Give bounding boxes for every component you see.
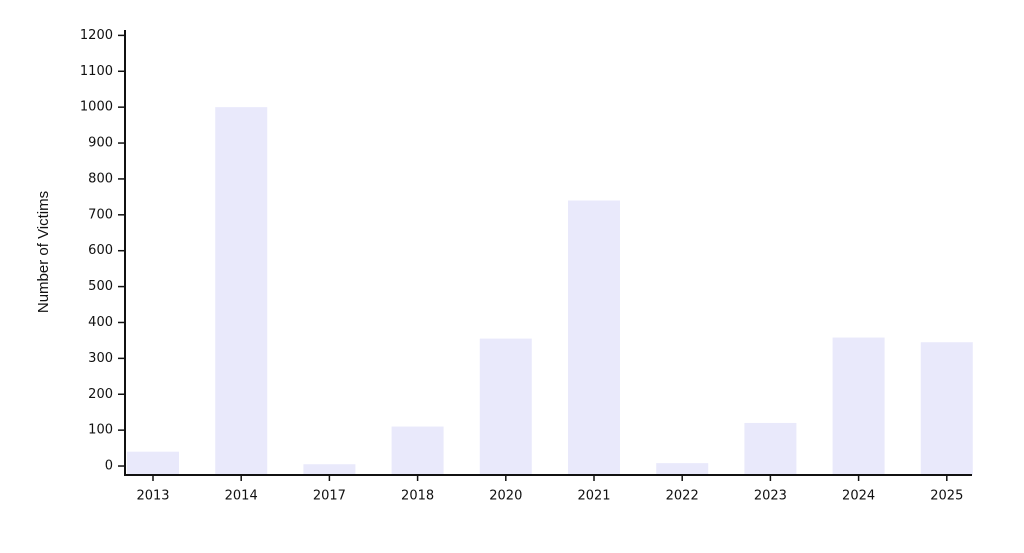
- bar: [303, 464, 356, 475]
- x-tick-label: 2025: [930, 489, 963, 504]
- x-tick-label: 2017: [313, 489, 346, 504]
- bar: [656, 463, 709, 475]
- x-tick-label: 2023: [754, 489, 787, 504]
- y-tick-label: 1000: [80, 100, 113, 115]
- x-tick-label: 2020: [489, 489, 522, 504]
- x-tick-label: 2018: [401, 489, 434, 504]
- y-tick-label: 800: [88, 171, 113, 186]
- y-tick-label: 400: [88, 315, 113, 330]
- x-tick-label: 2013: [136, 489, 169, 504]
- x-tick-label: 2022: [666, 489, 699, 504]
- y-tick-label: 100: [88, 423, 113, 438]
- x-tick-label: 2024: [842, 489, 875, 504]
- bar: [568, 200, 620, 475]
- y-tick-label: 0: [105, 459, 113, 474]
- bar: [391, 426, 444, 475]
- y-axis-label: Number of Victims: [35, 191, 52, 313]
- y-tick-label: 700: [88, 207, 113, 222]
- y-tick-label: 500: [88, 279, 113, 294]
- y-tick-label: 1100: [80, 64, 113, 79]
- bar: [479, 338, 532, 475]
- bar: [215, 107, 268, 475]
- y-tick-label: 900: [88, 136, 113, 151]
- x-tick-label: 2021: [577, 489, 610, 504]
- x-tick-label: 2014: [225, 489, 258, 504]
- bar: [920, 342, 973, 475]
- bar: [127, 451, 179, 475]
- bar: [744, 422, 797, 475]
- y-tick-label: 200: [88, 387, 113, 402]
- y-tick-label: 600: [88, 243, 113, 258]
- bar: [832, 337, 885, 475]
- y-tick-label: 1200: [80, 28, 113, 43]
- y-tick-label: 300: [88, 351, 113, 366]
